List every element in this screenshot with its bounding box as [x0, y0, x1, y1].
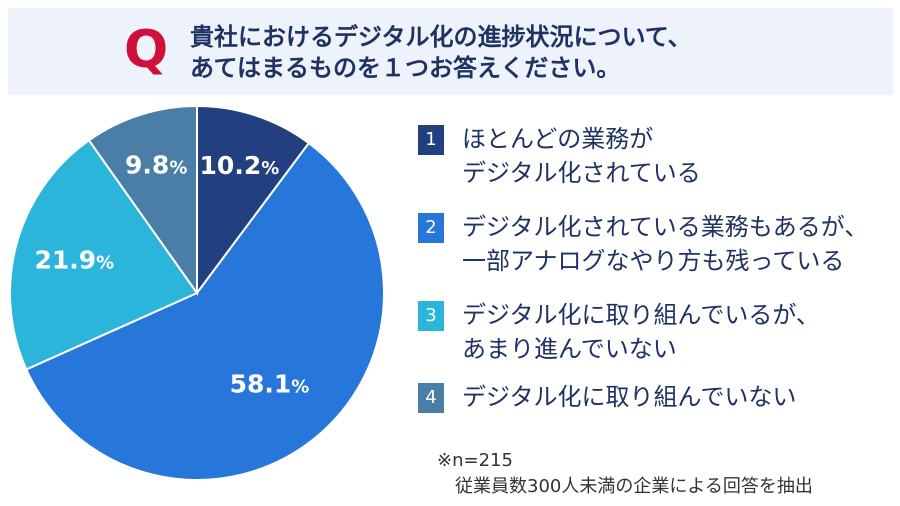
slice-value-label-3: 21.9%: [34, 245, 114, 274]
slice-value-label-4: 9.8%: [125, 151, 187, 180]
legend-label-1: ほとんどの業務が デジタル化されている: [462, 122, 701, 190]
question-mark: Q: [124, 20, 169, 80]
legend-label-line: デジタル化に取り組んでいない: [462, 383, 797, 411]
question-text: 貴社におけるデジタル化の進捗状況について、 あてはまるものを１つお答えください。: [190, 22, 692, 84]
legend-badge-1: 1: [418, 125, 444, 155]
legend-label-line: デジタル化に取り組んでいるが、: [462, 301, 820, 329]
legend-badge-3: 3: [418, 301, 444, 331]
footnote-sample-size: ※n=215: [437, 450, 513, 471]
slice-value-label-1: 10.2%: [200, 151, 280, 180]
legend-label-line: デジタル化されている: [462, 159, 701, 187]
legend-label-line: デジタル化されている業務もあるが、: [462, 213, 869, 241]
legend-label-line: ほとんどの業務が: [462, 125, 654, 153]
footnote-note: 従業員数300人未満の企業による回答を抽出: [455, 476, 813, 497]
question-line: あてはまるものを１つお答えください。: [190, 54, 621, 82]
question-header: Q 貴社におけるデジタル化の進捗状況について、 あてはまるものを１つお答えくださ…: [8, 8, 893, 95]
slice-value-label-2: 58.1%: [230, 369, 310, 398]
legend-label-3: デジタル化に取り組んでいるが、 あまり進んでいない: [462, 298, 820, 366]
pie-slice-1: [196, 104, 311, 297]
pie-slice-4: [87, 104, 198, 297]
pie-slice-3: [9, 138, 199, 371]
legend-badge-4: 4: [418, 383, 444, 413]
legend-label-line: 一部アナログなやり方も残っている: [462, 247, 845, 275]
pie-slice-2: [25, 141, 385, 481]
question-line: 貴社におけるデジタル化の進捗状況について、: [190, 23, 692, 51]
legend-badge-2: 2: [418, 213, 444, 243]
legend-label-line: あまり進んでいない: [462, 335, 677, 363]
legend-label-4: デジタル化に取り組んでいない: [462, 380, 796, 414]
footnote: ※n=215 従業員数300人未満の企業による回答を抽出: [437, 448, 813, 500]
legend-label-2: デジタル化されている業務もあるが、 一部アナログなやり方も残っている: [462, 210, 868, 278]
